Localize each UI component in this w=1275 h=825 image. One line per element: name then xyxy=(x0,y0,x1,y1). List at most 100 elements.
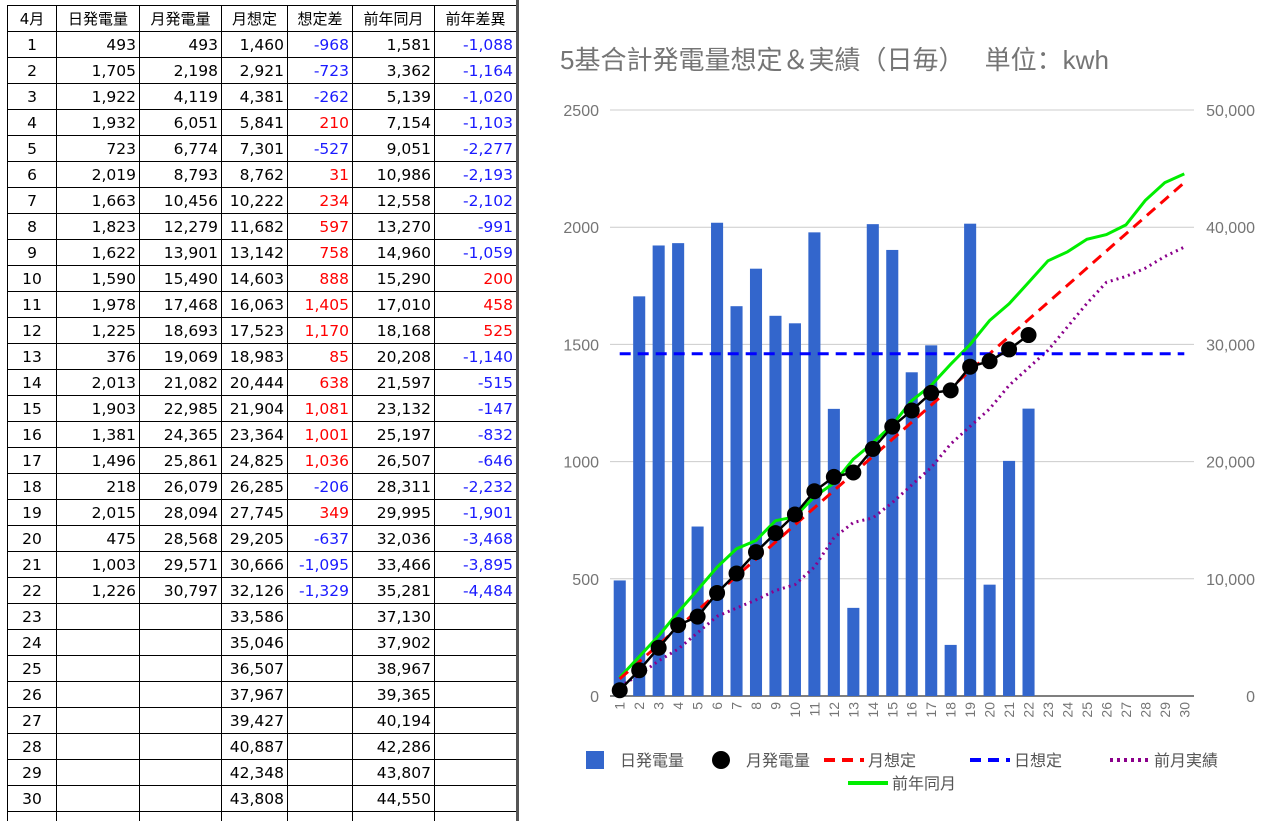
table-cell[interactable]: 597 xyxy=(287,213,353,240)
table-cell[interactable]: 1,226 xyxy=(56,577,140,604)
table-cell[interactable]: 28,568 xyxy=(139,525,222,552)
table-cell[interactable]: 6,774 xyxy=(139,135,222,162)
table-cell[interactable]: -991 xyxy=(434,213,517,240)
table-cell[interactable]: 4,381 xyxy=(221,83,288,110)
table-cell[interactable]: 33,586 xyxy=(221,603,288,630)
table-cell[interactable] xyxy=(434,629,517,656)
column-header[interactable]: 4月 xyxy=(7,5,57,32)
table-cell[interactable]: 24,365 xyxy=(139,421,222,448)
table-cell[interactable] xyxy=(287,681,353,708)
table-cell[interactable]: 16 xyxy=(7,421,57,448)
table-cell[interactable]: 1,932 xyxy=(56,109,140,136)
table-cell[interactable] xyxy=(56,811,140,821)
table-cell[interactable]: 525 xyxy=(434,317,517,344)
column-header[interactable]: 前年同月 xyxy=(352,5,435,32)
table-cell[interactable]: 39,365 xyxy=(352,681,435,708)
table-cell[interactable] xyxy=(56,785,140,812)
table-cell[interactable]: 234 xyxy=(287,187,353,214)
table-cell[interactable]: 40,887 xyxy=(221,733,288,760)
table-cell[interactable]: 15,490 xyxy=(139,265,222,292)
table-cell[interactable] xyxy=(139,811,222,821)
table-cell[interactable]: 7 xyxy=(7,187,57,214)
table-cell[interactable]: 19,069 xyxy=(139,343,222,370)
table-cell[interactable]: 7,154 xyxy=(352,109,435,136)
table-cell[interactable]: -1,140 xyxy=(434,343,517,370)
table-cell[interactable]: 1,003 xyxy=(56,551,140,578)
table-cell[interactable]: 1,001 xyxy=(287,421,353,448)
table-cell[interactable]: 493 xyxy=(139,31,222,58)
table-cell[interactable]: 28 xyxy=(7,733,57,760)
table-cell[interactable]: 17,468 xyxy=(139,291,222,318)
table-cell[interactable] xyxy=(56,733,140,760)
table-cell[interactable]: 43,807 xyxy=(352,759,435,786)
table-cell[interactable]: 39,427 xyxy=(221,707,288,734)
table-cell[interactable]: 475 xyxy=(56,525,140,552)
table-cell[interactable]: 888 xyxy=(287,265,353,292)
table-cell[interactable] xyxy=(139,603,222,630)
table-cell[interactable]: 29 xyxy=(7,759,57,786)
table-cell[interactable]: 85 xyxy=(287,343,353,370)
table-cell[interactable]: 18,693 xyxy=(139,317,222,344)
panel-divider[interactable] xyxy=(516,0,519,821)
table-cell[interactable]: 25,861 xyxy=(139,447,222,474)
table-cell[interactable] xyxy=(434,707,517,734)
table-cell[interactable]: 10,456 xyxy=(139,187,222,214)
table-cell[interactable]: 8,762 xyxy=(221,161,288,188)
table-cell[interactable]: -968 xyxy=(287,31,353,58)
table-cell[interactable]: 24 xyxy=(7,629,57,656)
table-cell[interactable]: 23,364 xyxy=(221,421,288,448)
table-cell[interactable]: 9 xyxy=(7,239,57,266)
table-cell[interactable]: 33,466 xyxy=(352,551,435,578)
column-header[interactable]: 月発電量 xyxy=(139,5,222,32)
table-cell[interactable]: 11,682 xyxy=(221,213,288,240)
table-cell[interactable]: 1,036 xyxy=(287,447,353,474)
table-cell[interactable]: 493 xyxy=(56,31,140,58)
table-cell[interactable]: 24,825 xyxy=(221,447,288,474)
table-cell[interactable]: 1,581 xyxy=(352,31,435,58)
column-header[interactable]: 月想定 xyxy=(221,5,288,32)
table-cell[interactable]: 26 xyxy=(7,681,57,708)
table-cell[interactable] xyxy=(221,811,288,821)
table-cell[interactable] xyxy=(287,733,353,760)
table-cell[interactable]: 15 xyxy=(7,395,57,422)
table-cell[interactable]: 37,130 xyxy=(352,603,435,630)
table-cell[interactable]: 7,301 xyxy=(221,135,288,162)
table-cell[interactable] xyxy=(287,603,353,630)
table-cell[interactable]: 42,348 xyxy=(221,759,288,786)
table-cell[interactable] xyxy=(434,733,517,760)
table-cell[interactable] xyxy=(7,811,57,821)
table-cell[interactable]: 36,507 xyxy=(221,655,288,682)
table-cell[interactable]: -832 xyxy=(434,421,517,448)
table-cell[interactable]: -2,193 xyxy=(434,161,517,188)
table-cell[interactable]: -1,088 xyxy=(434,31,517,58)
table-cell[interactable]: 2,013 xyxy=(56,369,140,396)
table-cell[interactable] xyxy=(434,655,517,682)
table-cell[interactable]: 20,444 xyxy=(221,369,288,396)
table-cell[interactable] xyxy=(56,629,140,656)
table-cell[interactable]: 218 xyxy=(56,473,140,500)
table-cell[interactable] xyxy=(287,707,353,734)
table-cell[interactable]: -2,232 xyxy=(434,473,517,500)
table-cell[interactable]: 5 xyxy=(7,135,57,162)
table-cell[interactable]: 458 xyxy=(434,291,517,318)
table-cell[interactable]: 14,603 xyxy=(221,265,288,292)
table-cell[interactable]: 5,139 xyxy=(352,83,435,110)
table-cell[interactable]: 26,285 xyxy=(221,473,288,500)
table-cell[interactable]: 1,823 xyxy=(56,213,140,240)
table-cell[interactable]: 21,082 xyxy=(139,369,222,396)
table-cell[interactable]: 2,921 xyxy=(221,57,288,84)
table-cell[interactable] xyxy=(287,811,353,821)
table-cell[interactable]: 758 xyxy=(287,239,353,266)
table-cell[interactable]: -3,468 xyxy=(434,525,517,552)
table-cell[interactable]: -2,277 xyxy=(434,135,517,162)
table-cell[interactable]: 638 xyxy=(287,369,353,396)
table-cell[interactable]: 3,362 xyxy=(352,57,435,84)
table-cell[interactable]: 26,507 xyxy=(352,447,435,474)
table-cell[interactable]: 37,967 xyxy=(221,681,288,708)
table-cell[interactable]: 18,168 xyxy=(352,317,435,344)
table-cell[interactable]: -206 xyxy=(287,473,353,500)
table-cell[interactable] xyxy=(56,603,140,630)
table-cell[interactable]: 5,841 xyxy=(221,109,288,136)
table-cell[interactable]: 13,270 xyxy=(352,213,435,240)
table-cell[interactable]: -4,484 xyxy=(434,577,517,604)
